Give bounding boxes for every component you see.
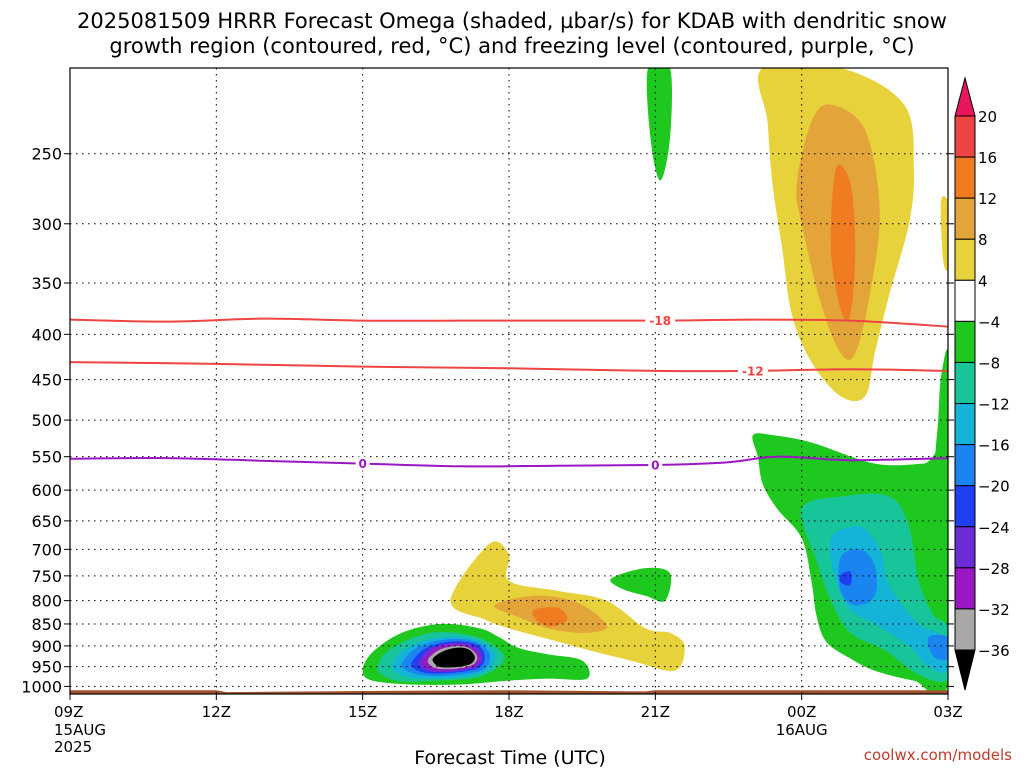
colorbar-bottom-arrow bbox=[954, 649, 976, 691]
x-tick-label-21Z: 21Z bbox=[641, 703, 670, 721]
y-tick-label-450: 450 bbox=[31, 371, 62, 390]
omega-region-0 bbox=[646, 68, 673, 181]
x-tick-label-15Z: 15Z bbox=[348, 703, 377, 721]
colorbar-label-16: 16 bbox=[978, 149, 997, 167]
y-tick-label-1000: 1000 bbox=[21, 677, 62, 696]
colorbar-segment-9 bbox=[954, 485, 976, 528]
colorbar-label--16: −16 bbox=[978, 437, 1010, 455]
x-tick-date-00Z: 16AUG bbox=[776, 721, 828, 739]
omega-region-10 bbox=[927, 634, 948, 661]
colorbar-segment-10 bbox=[954, 526, 976, 569]
x-tick-date-09Z: 15AUG bbox=[54, 721, 106, 739]
contour-line-0 bbox=[69, 455, 949, 468]
contour-line--12 bbox=[69, 361, 949, 373]
omega-region-24 bbox=[432, 647, 475, 668]
grid-lines bbox=[69, 68, 949, 694]
omega-region-4 bbox=[940, 196, 948, 271]
colorbar-label-20: 20 bbox=[978, 108, 997, 126]
colorbar-segment-4 bbox=[954, 279, 976, 322]
y-tick-label-800: 800 bbox=[31, 592, 62, 611]
y-tick-label-900: 900 bbox=[31, 637, 62, 656]
colorbar-segment-3 bbox=[954, 238, 976, 281]
y-tick-label-850: 850 bbox=[31, 615, 62, 634]
omega-shaded-regions bbox=[362, 68, 948, 694]
omega-region-11 bbox=[839, 571, 852, 586]
colorbar-segment-1 bbox=[954, 156, 976, 199]
omega-region-3 bbox=[830, 164, 856, 321]
x-tick-year-09Z: 2025 bbox=[54, 738, 92, 756]
colorbar-label--32: −32 bbox=[978, 601, 1010, 619]
y-tick-label-750: 750 bbox=[31, 567, 62, 586]
y-tick-label-950: 950 bbox=[31, 658, 62, 677]
y-tick-label-650: 650 bbox=[31, 512, 62, 531]
y-tick-label-350: 350 bbox=[31, 274, 62, 293]
x-tick-label-00Z: 00Z bbox=[787, 703, 816, 721]
colorbar-segment-12 bbox=[954, 608, 976, 651]
contour-label--18-0: -18 bbox=[649, 314, 671, 328]
contour-label-bg--18-0 bbox=[645, 313, 676, 328]
colorbar-segment-5 bbox=[954, 320, 976, 363]
colorbar-label-8: 8 bbox=[978, 231, 988, 249]
y-tick-label-250: 250 bbox=[31, 145, 62, 164]
colorbar-label-4: 4 bbox=[978, 272, 988, 290]
chart-title-line-2: growth region (contoured, red, °C) and f… bbox=[109, 34, 914, 58]
contour-label-0-0: 0 bbox=[358, 457, 366, 471]
contour-label-bg-0-1 bbox=[648, 457, 663, 472]
colorbar-segment-2 bbox=[954, 197, 976, 240]
y-tick-label-500: 500 bbox=[31, 411, 62, 430]
y-tick-label-700: 700 bbox=[31, 540, 62, 559]
colorbar-label--12: −12 bbox=[978, 396, 1010, 414]
contour-line--18 bbox=[69, 317, 949, 328]
colorbar-segment-0 bbox=[954, 115, 976, 158]
colorbar-segment-7 bbox=[954, 403, 976, 446]
contour-label--12-0: -12 bbox=[742, 364, 764, 378]
y-tick-label-600: 600 bbox=[31, 481, 62, 500]
omega-colorbar: 20 16 12 8 4 −4 −8 −12 −16 −20 −24 −28 −32 −36 bbox=[954, 76, 1010, 691]
x-axis-label: Forecast Time (UTC) bbox=[414, 747, 605, 768]
contour-label-bg-0-0 bbox=[355, 456, 370, 471]
contour-lines: -18 -12 0 0 bbox=[69, 313, 949, 472]
credit-link[interactable]: coolwx.com/models bbox=[864, 746, 1012, 764]
colorbar-segment-8 bbox=[954, 444, 976, 487]
contour-label-0-1: 0 bbox=[651, 458, 659, 472]
omega-region-9 bbox=[838, 548, 877, 606]
contour-label-bg--12-0 bbox=[737, 363, 768, 378]
colorbar-label--24: −24 bbox=[978, 519, 1010, 537]
colorbar-label--36: −36 bbox=[978, 642, 1010, 660]
colorbar-label--4: −4 bbox=[978, 313, 1000, 331]
colorbar-segment-11 bbox=[954, 567, 976, 610]
omega-region-12 bbox=[610, 567, 672, 602]
omega-region-15 bbox=[532, 607, 568, 627]
x-tick-label-03Z: 03Z bbox=[933, 703, 962, 721]
x-tick-label-09Z: 09Z bbox=[54, 703, 83, 721]
pressure-axis-ticks: 250 300 350 400 450 500 550 600 650 700 750 800 850 9… bbox=[21, 145, 954, 696]
colorbar-top-arrow bbox=[954, 76, 976, 117]
colorbar-label--28: −28 bbox=[978, 560, 1010, 578]
y-tick-label-400: 400 bbox=[31, 325, 62, 344]
x-tick-label-18Z: 18Z bbox=[494, 703, 523, 721]
y-tick-label-300: 300 bbox=[31, 215, 62, 234]
chart-title-line-1: 2025081509 HRRR Forecast Omega (shaded, … bbox=[77, 9, 947, 33]
colorbar-label--8: −8 bbox=[978, 354, 1000, 372]
colorbar-segment-6 bbox=[954, 361, 976, 405]
colorbar-label--20: −20 bbox=[978, 478, 1010, 496]
colorbar-label-12: 12 bbox=[978, 190, 997, 208]
omega-region-5 bbox=[935, 349, 948, 474]
x-tick-label-12Z: 12Z bbox=[202, 703, 231, 721]
y-tick-label-550: 550 bbox=[31, 448, 62, 467]
